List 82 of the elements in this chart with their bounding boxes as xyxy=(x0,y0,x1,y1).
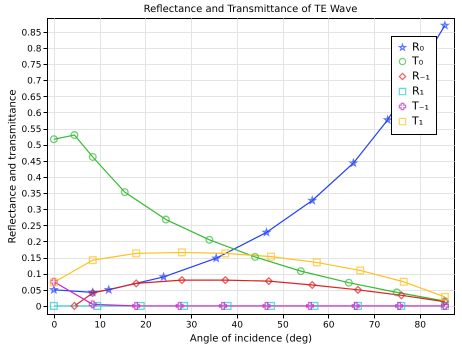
legend-label: R₋₁ xyxy=(412,70,430,82)
point xyxy=(267,302,276,310)
point xyxy=(310,302,319,310)
x-tick-label: 80 xyxy=(414,320,426,330)
point xyxy=(88,300,97,308)
point xyxy=(205,236,214,244)
point xyxy=(132,279,140,288)
y-tick-label: 0.7 xyxy=(27,76,42,87)
y-tick-label: 0.1 xyxy=(27,270,42,280)
y-tick-label: 0.55 xyxy=(21,125,42,136)
point xyxy=(224,302,232,310)
point xyxy=(70,302,78,310)
y-tick-label: 0.05 xyxy=(21,286,42,296)
point xyxy=(70,131,78,140)
point xyxy=(251,252,260,261)
legend-label: T₋₁ xyxy=(411,100,429,112)
point xyxy=(132,302,140,310)
y-tick-label: 0.15 xyxy=(21,254,42,264)
legend-label: T₁ xyxy=(411,114,424,128)
y-tick-label: 0.6 xyxy=(27,108,42,119)
y-axis-title: Reflectance and transmittance xyxy=(7,90,18,244)
x-tick-label: 40 xyxy=(232,320,244,330)
point xyxy=(356,266,364,274)
x-tick-label: 10 xyxy=(94,320,106,330)
point xyxy=(120,188,129,196)
point xyxy=(176,302,184,310)
point xyxy=(306,302,314,310)
point xyxy=(296,267,305,276)
y-tick-label: 0.35 xyxy=(21,190,42,200)
point xyxy=(88,152,97,161)
legend-label: R₀ xyxy=(412,40,425,54)
y-tick-label: 0.2 xyxy=(27,238,42,248)
y-tick-label: 0.85 xyxy=(21,28,42,38)
point xyxy=(212,254,220,262)
point xyxy=(136,302,145,310)
point xyxy=(264,277,273,286)
point xyxy=(93,302,102,310)
point xyxy=(262,228,270,236)
point xyxy=(132,249,140,258)
x-tick-label: 30 xyxy=(186,320,198,330)
y-tick-label: 0.5 xyxy=(27,141,42,152)
y-tick-label: 0.8 xyxy=(27,44,42,54)
point xyxy=(312,258,321,266)
point xyxy=(219,302,228,310)
point xyxy=(88,256,97,264)
point xyxy=(104,286,113,294)
y-tick-label: 0.75 xyxy=(21,60,42,71)
legend-label: R₁ xyxy=(412,84,424,98)
point xyxy=(308,196,316,204)
point xyxy=(308,280,316,289)
point xyxy=(160,272,168,280)
y-tick-label: 0.65 xyxy=(21,92,42,103)
point xyxy=(221,276,230,284)
point xyxy=(267,252,276,261)
point xyxy=(50,135,58,144)
x-axis-title: Angle of incidence (deg) xyxy=(190,334,312,344)
y-tick-label: 0.4 xyxy=(27,173,42,184)
y-tick-label: 0 xyxy=(36,302,42,312)
x-tick-label: 0 xyxy=(51,320,58,330)
point xyxy=(180,302,188,310)
point xyxy=(392,288,401,296)
point xyxy=(50,302,58,310)
x-tick-label: 70 xyxy=(368,320,380,330)
y-tick-label: 0.3 xyxy=(27,206,42,216)
chart-title: Reflectance and Transmittance of TE Wave xyxy=(144,4,358,15)
point xyxy=(178,248,186,256)
x-tick-label: 20 xyxy=(140,320,152,330)
point xyxy=(178,276,186,284)
point xyxy=(400,278,408,286)
y-tick-label: 0.45 xyxy=(21,157,42,168)
point xyxy=(384,116,392,124)
legend-label: T₀ xyxy=(411,54,424,68)
x-tick-label: 50 xyxy=(277,320,290,330)
point xyxy=(221,249,230,258)
point xyxy=(354,286,362,294)
point xyxy=(344,278,353,287)
point xyxy=(262,302,271,310)
point xyxy=(162,216,170,224)
point xyxy=(440,292,449,301)
x-tick-label: 60 xyxy=(323,320,335,330)
y-tick-label: 0.25 xyxy=(21,222,42,232)
point xyxy=(397,291,406,300)
